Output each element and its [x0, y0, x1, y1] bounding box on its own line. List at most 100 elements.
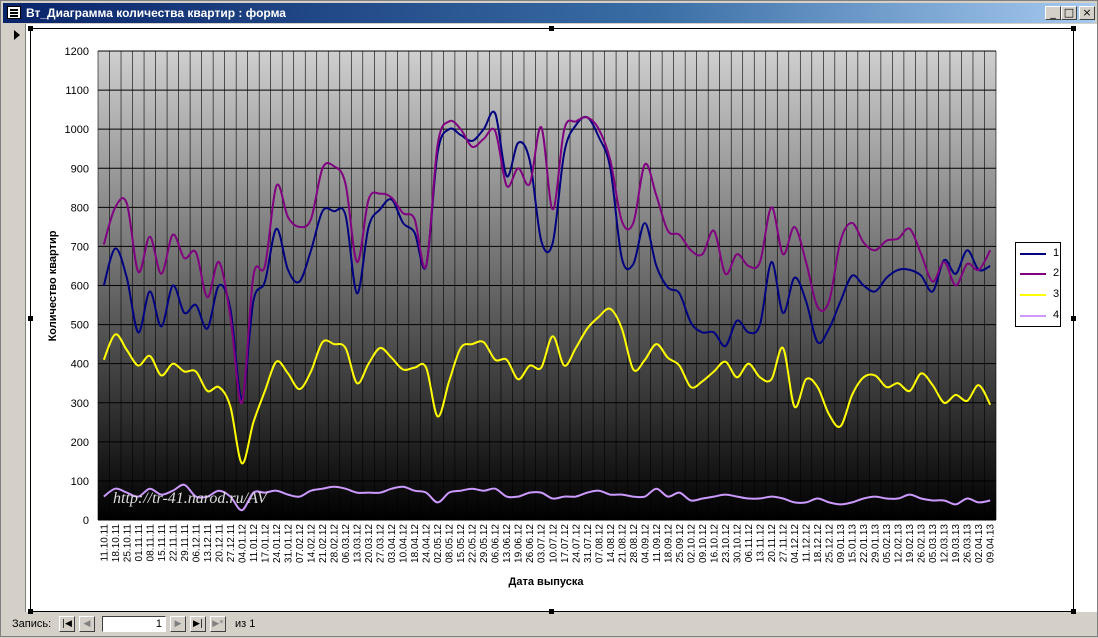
series-line-3 [102, 307, 992, 465]
x-tick-label: 26.03.13 [963, 524, 974, 563]
x-tick-label: 07.08.12 [594, 524, 605, 563]
legend-swatch-2 [1020, 273, 1046, 275]
x-tick-label: 22.01.13 [859, 524, 870, 563]
y-tick-label: 300 [71, 398, 89, 410]
title-bar[interactable]: Вт_Диаграмма количества квартир : форма … [3, 3, 1095, 23]
x-tick-label: 25.09.12 [675, 524, 686, 563]
chart-legend: 1 2 3 4 [1015, 242, 1061, 327]
record-label: Запись: [12, 618, 52, 630]
x-tick-label: 18.09.12 [663, 524, 674, 563]
x-tick-label: 05.02.13 [882, 524, 893, 563]
resize-handle-bottom-left[interactable] [28, 609, 33, 614]
x-tick-label: 04.09.12 [640, 524, 651, 563]
x-tick-label: 30.10.12 [732, 524, 743, 563]
x-tick-label: 11.01.12 [249, 524, 260, 563]
last-record-button[interactable]: ▶| [190, 616, 206, 632]
current-record-input[interactable]: 1 [102, 616, 166, 632]
x-tick-label: 02.10.12 [686, 524, 697, 563]
x-tick-label: 24.04.12 [422, 524, 433, 563]
y-tick-label: 800 [71, 202, 89, 214]
x-tick-label: 19.02.13 [905, 524, 916, 563]
next-record-button[interactable]: ▶ [170, 616, 186, 632]
y-tick-label: 1200 [65, 46, 89, 58]
legend-label-1: 1 [1053, 247, 1060, 259]
resize-handle-bottom-right[interactable] [1071, 609, 1076, 614]
x-tick-label: 23.10.12 [721, 524, 732, 563]
resize-handle-top-left[interactable] [28, 26, 33, 31]
resize-handle-bottom[interactable] [549, 609, 554, 614]
x-tick-label: 01.11.11 [134, 524, 145, 562]
maximize-button[interactable]: □ [1061, 6, 1077, 20]
total-records-count: 1 [249, 618, 256, 630]
first-record-button[interactable]: |◀ [59, 616, 75, 632]
x-tick-label: 03.04.12 [387, 524, 398, 563]
form-icon[interactable] [7, 6, 21, 19]
legend-label-4: 4 [1053, 309, 1060, 321]
x-tick-label: 03.07.12 [537, 524, 548, 563]
x-tick-label: 20.11.12 [767, 524, 778, 563]
legend-item-3: 3 [1020, 287, 1060, 303]
y-tick-label: 200 [71, 437, 89, 449]
series-lines [102, 110, 992, 512]
y-tick-label: 0 [83, 515, 89, 527]
x-tick-label: 11.10.11 [99, 524, 110, 562]
new-record-button[interactable]: ▶* [210, 616, 226, 632]
legend-item-2: 2 [1020, 266, 1060, 282]
current-record-arrow-icon [14, 30, 20, 40]
y-axis-tick-labels: 0 100 200 300 400 500 600 700 800 900 1000 1100 1200 [65, 46, 89, 527]
minimize-button[interactable]: _ [1045, 6, 1061, 20]
x-tick-label: 08.11.11 [145, 524, 156, 562]
of-label: из [235, 618, 247, 630]
x-tick-label: 24.01.12 [272, 524, 283, 563]
x-tick-label: 25.12.12 [825, 524, 836, 563]
x-tick-label: 13.12.11 [203, 524, 214, 563]
x-tick-label: 22.05.12 [468, 524, 479, 563]
x-tick-label: 12.02.13 [894, 524, 905, 563]
y-tick-label: 1000 [65, 124, 89, 136]
resize-handle-top[interactable] [549, 26, 554, 31]
watermark-text: http://tr-41.narod.ru/AV [113, 490, 269, 507]
legend-item-1: 1 [1020, 246, 1060, 262]
x-tick-label: 14.08.12 [606, 524, 617, 563]
x-tick-label: 31.01.12 [283, 524, 294, 563]
x-tick-label: 04.01.12 [237, 524, 248, 563]
legend-label-3: 3 [1053, 288, 1060, 300]
x-tick-label: 22.11.11 [168, 524, 179, 562]
y-tick-label: 700 [71, 241, 89, 253]
record-selector[interactable] [3, 24, 26, 612]
x-tick-label: 05.03.13 [928, 524, 939, 563]
x-tick-label: 06.11.12 [744, 524, 755, 563]
x-tick-label: 09.04.13 [986, 524, 997, 563]
x-tick-label: 06.06.12 [491, 524, 502, 563]
resize-handle-right[interactable] [1071, 316, 1076, 321]
legend-item-4: 4 [1020, 308, 1060, 324]
y-axis-title: Количество квартир [47, 230, 59, 341]
x-tick-label: 15.05.12 [456, 524, 467, 563]
x-tick-label: 21.02.12 [318, 524, 329, 563]
x-tick-label: 18.10.11 [111, 524, 122, 563]
x-tick-label: 28.08.12 [629, 524, 640, 563]
series-line-2 [102, 116, 992, 404]
x-tick-label: 18.12.12 [813, 524, 824, 563]
previous-record-button[interactable]: ◀ [79, 616, 95, 632]
x-tick-label: 13.06.12 [502, 524, 513, 563]
x-tick-label: 13.03.12 [353, 524, 364, 563]
y-tick-label: 600 [71, 281, 89, 293]
x-tick-label: 09.01.13 [836, 524, 847, 563]
legend-label-2: 2 [1053, 267, 1060, 279]
y-tick-label: 500 [71, 320, 89, 332]
x-tick-label: 07.02.12 [295, 524, 306, 563]
window-title: Вт_Диаграмма количества квартир : форма [26, 6, 286, 20]
x-axis-tick-labels: 11.10.11 18.10.11 25.10.11 01.11.11 08.11.11… [99, 524, 996, 563]
resize-handle-top-right[interactable] [1071, 26, 1076, 31]
x-tick-label: 10.07.12 [548, 524, 559, 563]
resize-handle-left[interactable] [28, 316, 33, 321]
x-tick-label: 14.02.12 [306, 524, 317, 563]
x-tick-label: 28.02.12 [330, 524, 341, 563]
x-tick-label: 19.03.13 [951, 524, 962, 563]
x-tick-label: 26.06.12 [525, 524, 536, 563]
x-axis-title: Дата выпуска [509, 576, 585, 588]
close-button[interactable]: × [1079, 6, 1095, 20]
x-tick-label: 26.02.13 [917, 524, 928, 563]
